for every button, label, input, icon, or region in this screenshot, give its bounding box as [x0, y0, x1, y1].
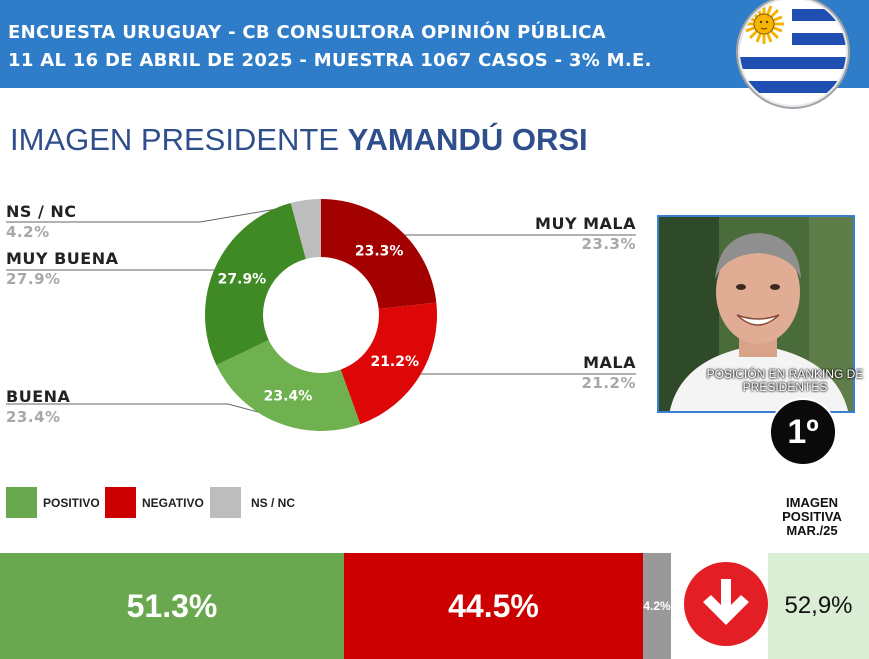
legend-swatch-positivo [6, 487, 37, 518]
legend-label-negativo: NEGATIVO [142, 495, 204, 510]
label-ns-nc: NS / NC 4.2% [6, 202, 77, 241]
legend-label-ns-nc: NS / NC [251, 495, 296, 510]
legend-swatch-negativo [105, 487, 136, 518]
bar-value-positivo: 51.3% [126, 587, 218, 624]
ranking-badge: 1º [769, 398, 837, 466]
previous-positive-value: 52,9% [768, 553, 869, 659]
label-muy-buena-pct: 27.9% [6, 270, 61, 288]
label-mala: MALA 21.2% [581, 353, 636, 392]
label-muy-mala-pct: 23.3% [581, 235, 636, 253]
label-muy-buena-name: MUY BUENA [6, 249, 119, 268]
bar-segment-ns-nc: 4.2% [643, 553, 671, 659]
legend-item-ns-nc: NS / NC [210, 487, 295, 518]
president-photo [657, 215, 855, 413]
header-line-1: ENCUESTA URUGUAY - CB CONSULTORA OPINIÓN… [8, 22, 607, 43]
label-muy-mala-name: MUY MALA [535, 214, 636, 233]
donut-value-label: 23.4% [264, 388, 313, 404]
label-mala-pct: 21.2% [581, 374, 636, 392]
header-line-2: 11 AL 16 DE ABRIL DE 2025 - MUESTRA 1067… [8, 50, 652, 71]
arrow-down-icon [684, 562, 768, 646]
donut-chart: 23.3% 21.2% 23.4% 27.9% [6, 199, 636, 432]
leader-line-ns-nc [6, 204, 301, 223]
donut-slice-buena [216, 340, 361, 432]
legend-item-negativo: NEGATIVO [105, 487, 204, 518]
label-buena-name: BUENA [6, 387, 71, 406]
label-buena: BUENA 23.4% [6, 387, 70, 426]
label-ns-nc-pct: 4.2% [6, 223, 50, 241]
uruguay-flag-icon [736, 0, 850, 109]
ranking-caption: POSICIÓN EN RANKING DE PRESIDENTES [706, 367, 864, 394]
bar-segment-positivo: 51.3% [0, 553, 344, 659]
president-portrait-icon [659, 217, 853, 411]
donut-value-label: 21.2% [370, 354, 419, 370]
donut-slice-muy-buena [205, 203, 306, 366]
label-muy-buena: MUY BUENA 27.9% [6, 249, 118, 288]
label-ns-nc-name: NS / NC [6, 202, 77, 221]
legend-item-positivo: POSITIVO [6, 487, 100, 518]
donut-slice-ns-nc [290, 199, 321, 260]
label-mala-name: MALA [583, 353, 636, 372]
donut-slices [205, 199, 437, 432]
previous-positive-title: IMAGEN POSITIVA MAR./25 [782, 495, 842, 538]
legend-swatch-ns-nc [210, 487, 241, 518]
donut-value-label: 27.9% [218, 272, 267, 288]
bar-value-negativo: 44.5% [448, 587, 539, 624]
title-prefix: IMAGEN PRESIDENTE [10, 122, 339, 157]
label-buena-pct: 23.4% [6, 408, 61, 426]
label-muy-mala: MUY MALA 23.3% [535, 214, 636, 253]
legend-label-positivo: POSITIVO [43, 495, 100, 510]
donut-value-label: 23.3% [355, 243, 404, 259]
donut-slice-mala [340, 302, 437, 425]
bar-value-ns-nc: 4.2% [643, 599, 671, 613]
donut-slice-labels: 23.3% 21.2% 23.4% 27.9% [218, 243, 419, 404]
bar-segment-negativo: 44.5% [344, 553, 643, 659]
donut-slice-muy-mala [321, 199, 437, 309]
president-name: YAMANDÚ ORSI [347, 122, 588, 157]
page-title: IMAGEN PRESIDENTE YAMANDÚ ORSI [10, 122, 588, 158]
leader-lines [6, 204, 636, 419]
header-banner: ENCUESTA URUGUAY - CB CONSULTORA OPINIÓN… [0, 0, 869, 88]
